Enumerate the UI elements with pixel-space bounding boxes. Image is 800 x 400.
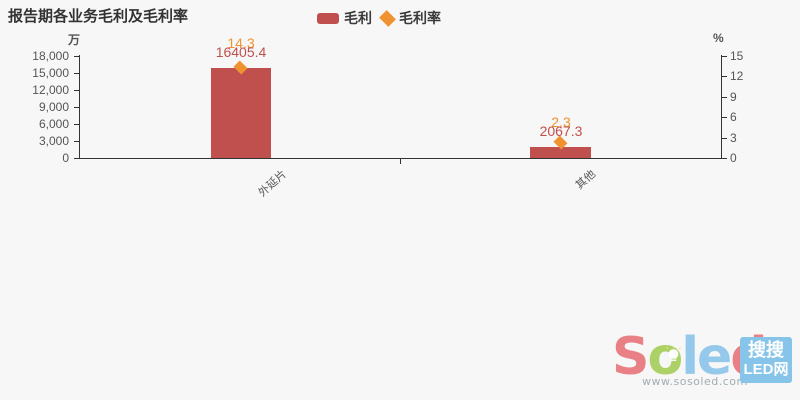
rate-value-label-other: 2.3 bbox=[551, 114, 571, 130]
bar-swatch-icon bbox=[317, 12, 339, 24]
left-axis-tick-label: 12,000 bbox=[32, 83, 69, 97]
bar-epitaxial-wafer[interactable] bbox=[211, 68, 271, 158]
chart-legend: 毛利 毛利率 bbox=[317, 8, 441, 28]
left-axis-tick bbox=[74, 158, 79, 159]
bar-value-label-epitaxial-wafer: 16405.4 bbox=[215, 44, 267, 60]
left-axis-tick-label: 9,000 bbox=[38, 100, 69, 114]
watermark-logo: Soled www.sosoled.com 搜搜 LED网 bbox=[612, 331, 792, 391]
right-axis-tick-label: 3 bbox=[730, 131, 737, 145]
legend-item-label: 毛利 bbox=[344, 10, 372, 26]
left-axis-tick bbox=[74, 124, 79, 125]
right-axis-tick bbox=[722, 138, 727, 139]
watermark-letter-e: e bbox=[697, 327, 732, 387]
left-axis-tick-label: 18,000 bbox=[32, 49, 69, 63]
x-axis-tick bbox=[400, 159, 401, 164]
watermark-letter-s: S bbox=[612, 327, 649, 387]
watermark-badge-top-text: 搜搜 bbox=[748, 340, 784, 360]
right-axis-unit: % bbox=[713, 31, 724, 45]
right-y-axis-line bbox=[721, 55, 722, 159]
left-axis-tick-label: 15,000 bbox=[32, 66, 69, 80]
right-axis-tick-label: 15 bbox=[730, 49, 744, 63]
left-axis-tick bbox=[74, 141, 79, 142]
left-axis-tick-label: 6,000 bbox=[38, 117, 69, 131]
legend-item-gross-margin-rate[interactable]: 毛利率 bbox=[379, 8, 441, 28]
diamond-swatch-icon bbox=[379, 9, 396, 27]
right-axis-tick-label: 12 bbox=[730, 69, 744, 83]
right-axis-tick bbox=[722, 158, 727, 159]
x-axis-category-label-epitaxial-wafer: 外延片 bbox=[256, 168, 290, 200]
watermark-url: www.sosoled.com bbox=[642, 375, 748, 388]
legend-item-label: 毛利率 bbox=[399, 10, 441, 26]
right-axis-tick-label: 9 bbox=[730, 90, 737, 104]
right-axis-tick bbox=[722, 97, 727, 98]
right-axis-tick-label: 6 bbox=[730, 110, 737, 124]
x-axis-line bbox=[79, 158, 722, 159]
left-axis-tick bbox=[74, 90, 79, 91]
left-axis-tick bbox=[74, 107, 79, 108]
bar-value-label-other: 2067.3 bbox=[539, 123, 583, 139]
right-axis-tick bbox=[722, 117, 727, 118]
bar-other[interactable] bbox=[530, 147, 591, 158]
left-axis-tick-label: 3,000 bbox=[38, 134, 69, 148]
rate-value-label-epitaxial-wafer: 14.3 bbox=[227, 35, 255, 51]
legend-item-gross-profit[interactable]: 毛利 bbox=[317, 8, 372, 28]
right-axis-tick-label: 0 bbox=[730, 151, 737, 165]
left-axis-tick bbox=[74, 56, 79, 57]
watermark-badge-bottom-text: LED网 bbox=[743, 361, 789, 378]
x-axis-category-label-other: 其他 bbox=[573, 168, 599, 192]
left-y-axis-line bbox=[79, 55, 80, 159]
page-title: 报告期各业务毛利及毛利率 bbox=[8, 8, 189, 25]
left-axis-unit: 万 bbox=[68, 33, 81, 47]
watermark-letter-l: l bbox=[681, 327, 699, 387]
left-axis-tick-label: 0 bbox=[62, 151, 69, 165]
right-axis-tick bbox=[722, 56, 727, 57]
left-axis-tick bbox=[74, 73, 79, 74]
right-axis-tick bbox=[722, 76, 727, 77]
lightbulb-icon bbox=[666, 347, 681, 361]
watermark-badge: 搜搜 LED网 bbox=[740, 337, 792, 383]
